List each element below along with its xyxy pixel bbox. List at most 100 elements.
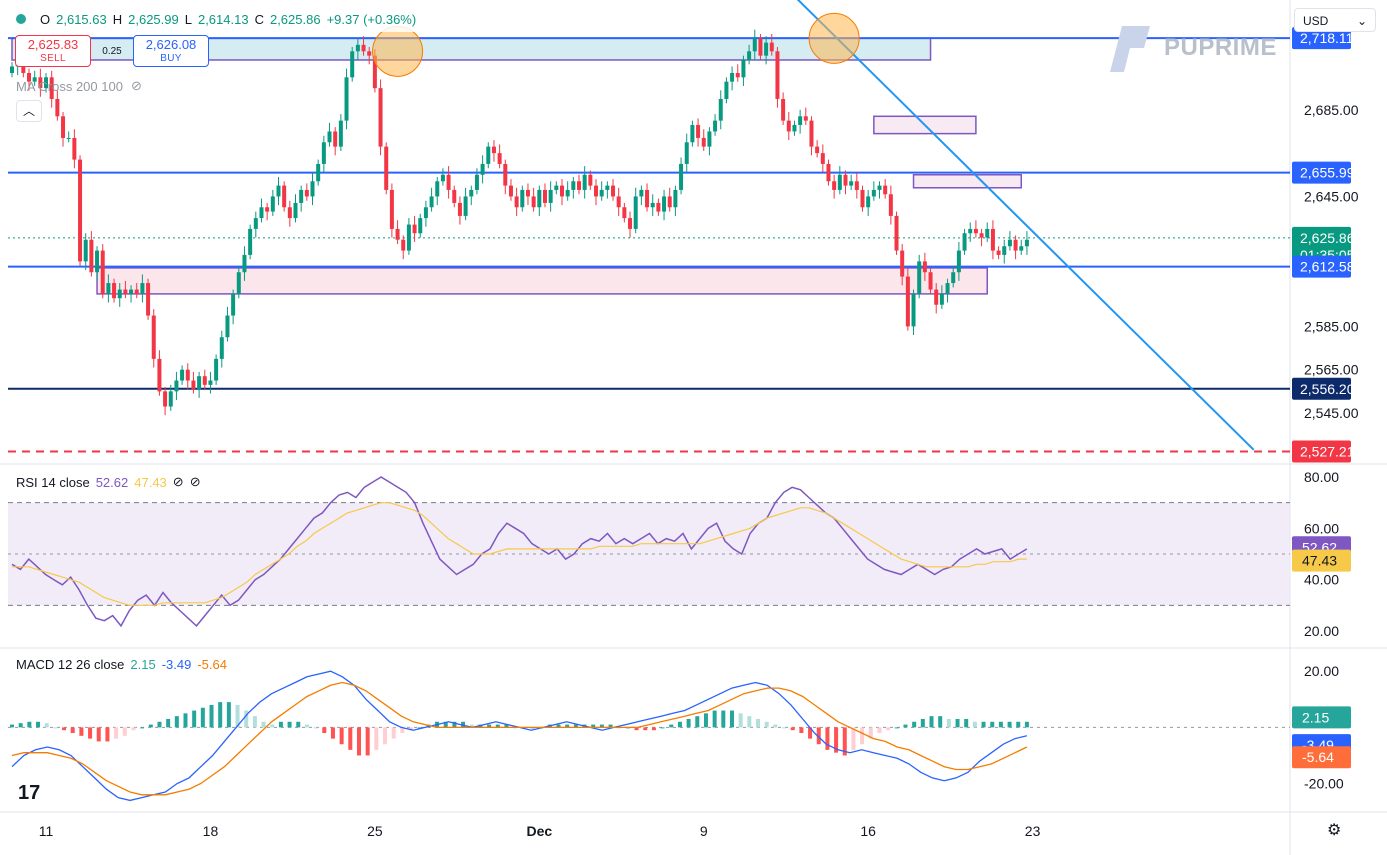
candle-body: [871, 189, 876, 197]
candle-body: [106, 283, 111, 294]
candle-body: [1019, 246, 1024, 251]
candle-body: [922, 261, 927, 273]
macd-histogram-bar: [348, 727, 353, 750]
candle-body: [616, 196, 621, 208]
candle-body: [956, 250, 961, 273]
macd-histogram-bar: [287, 721, 292, 728]
macd-histogram-bar: [183, 713, 188, 728]
macd-histogram-bar: [122, 727, 127, 736]
candle-body: [798, 116, 803, 125]
candle-body: [679, 163, 684, 190]
candle-body: [645, 189, 650, 208]
candle-body: [83, 239, 88, 262]
candle-body: [786, 120, 791, 132]
candle-body: [928, 272, 933, 290]
candle-body: [622, 207, 627, 219]
chevron-down-icon: ⌄: [1356, 14, 1367, 28]
rsi-axis-tick: 40.00: [1304, 572, 1339, 588]
macd-histogram-bar: [773, 724, 778, 728]
candle-body: [690, 124, 695, 143]
macd-histogram-bar: [894, 727, 899, 729]
candle-body: [435, 181, 440, 197]
candle-body: [599, 189, 604, 197]
candle-body: [452, 189, 457, 203]
candle-body: [66, 137, 71, 139]
candle-body: [667, 196, 672, 208]
candle-body: [1013, 239, 1018, 251]
hidden-icon[interactable]: ⊘: [172, 474, 184, 489]
candle-body: [832, 181, 837, 190]
settings-icon[interactable]: ⚙: [1327, 822, 1342, 839]
candle-body: [996, 250, 1001, 255]
price-line-label: 2,527.21: [1300, 444, 1355, 460]
candle-body: [758, 38, 763, 56]
candle-body: [429, 196, 434, 208]
macd-histogram-bar: [842, 727, 847, 756]
macd-histogram-bar: [825, 727, 830, 750]
candle-body: [701, 137, 706, 147]
tradingview-logo-icon[interactable]: 17: [18, 782, 41, 804]
macd-histogram-bar: [868, 727, 873, 739]
low-label: L: [184, 11, 192, 27]
macd-histogram-bar: [799, 727, 804, 733]
candle-body: [225, 315, 230, 338]
candle-body: [781, 98, 786, 121]
candle-body: [951, 272, 956, 284]
candle-body: [310, 181, 315, 197]
macd-histogram-bar: [998, 721, 1003, 728]
macd-histogram-bar: [209, 704, 214, 728]
macd-histogram-bar: [1016, 721, 1021, 728]
macd-histogram-bar: [140, 727, 145, 729]
macd-histogram-bar: [53, 727, 58, 729]
macd-histogram-bar: [226, 702, 231, 728]
macd-histogram-bar: [608, 724, 613, 728]
candle-body: [577, 181, 581, 190]
candle-body: [231, 293, 236, 316]
macd-histogram-bar: [808, 727, 813, 739]
candle-body: [1002, 246, 1007, 255]
candle-body: [491, 146, 496, 154]
candle-body: [32, 77, 37, 82]
macd-histogram-bar: [573, 724, 578, 728]
currency-select[interactable]: USD ⌄: [1294, 8, 1376, 32]
macd-histogram-bar: [27, 721, 32, 728]
macd-histogram-bar: [946, 718, 951, 728]
candle-body: [900, 250, 905, 277]
currency-value: USD: [1303, 14, 1329, 28]
macd-histogram-bar: [729, 710, 734, 728]
candle-body: [571, 181, 576, 190]
candle-body: [1007, 239, 1012, 247]
sell-button[interactable]: 2,625.83 SELL: [15, 35, 91, 67]
eye-hidden-icon[interactable]: ⊘: [130, 78, 142, 93]
buy-button[interactable]: 2,626.08 BUY: [133, 35, 209, 67]
price-axis-tick: 2,565.00: [1304, 362, 1359, 378]
rsi-value-label-bg: [1292, 549, 1351, 572]
macd-histogram-bar: [738, 713, 743, 728]
open-label: O: [40, 11, 51, 27]
collapse-legend-button[interactable]: ︿: [16, 100, 42, 122]
macd-histogram-bar: [270, 724, 275, 728]
candle-body: [815, 146, 820, 154]
macd-histogram-bar: [296, 721, 301, 728]
candle-body: [866, 196, 871, 208]
candle-body: [747, 51, 752, 60]
macd-histogram-bar: [756, 718, 761, 728]
candle-body: [418, 218, 423, 234]
candle-body: [497, 153, 502, 164]
candle-body: [633, 196, 638, 229]
ma-indicator-legend[interactable]: MA Cross 200 100 ⊘: [16, 78, 142, 94]
candle-body: [769, 42, 774, 52]
candle-body: [917, 261, 922, 294]
macd-legend: MACD 12 26 close 2.15 -3.49 -5.64: [16, 657, 227, 672]
macd-signal-value: -5.64: [197, 657, 227, 672]
hidden-icon[interactable]: ⊘: [189, 474, 201, 489]
macd-histogram-bar: [816, 727, 821, 745]
rsi-value: 52.62: [95, 474, 129, 490]
candle-body: [61, 116, 66, 138]
candle-body: [117, 289, 122, 299]
macd-histogram-bar: [660, 727, 665, 729]
candle-body: [299, 189, 304, 203]
price-panel: [0, 0, 1290, 463]
macd-value-label: -5.64: [1302, 749, 1334, 765]
